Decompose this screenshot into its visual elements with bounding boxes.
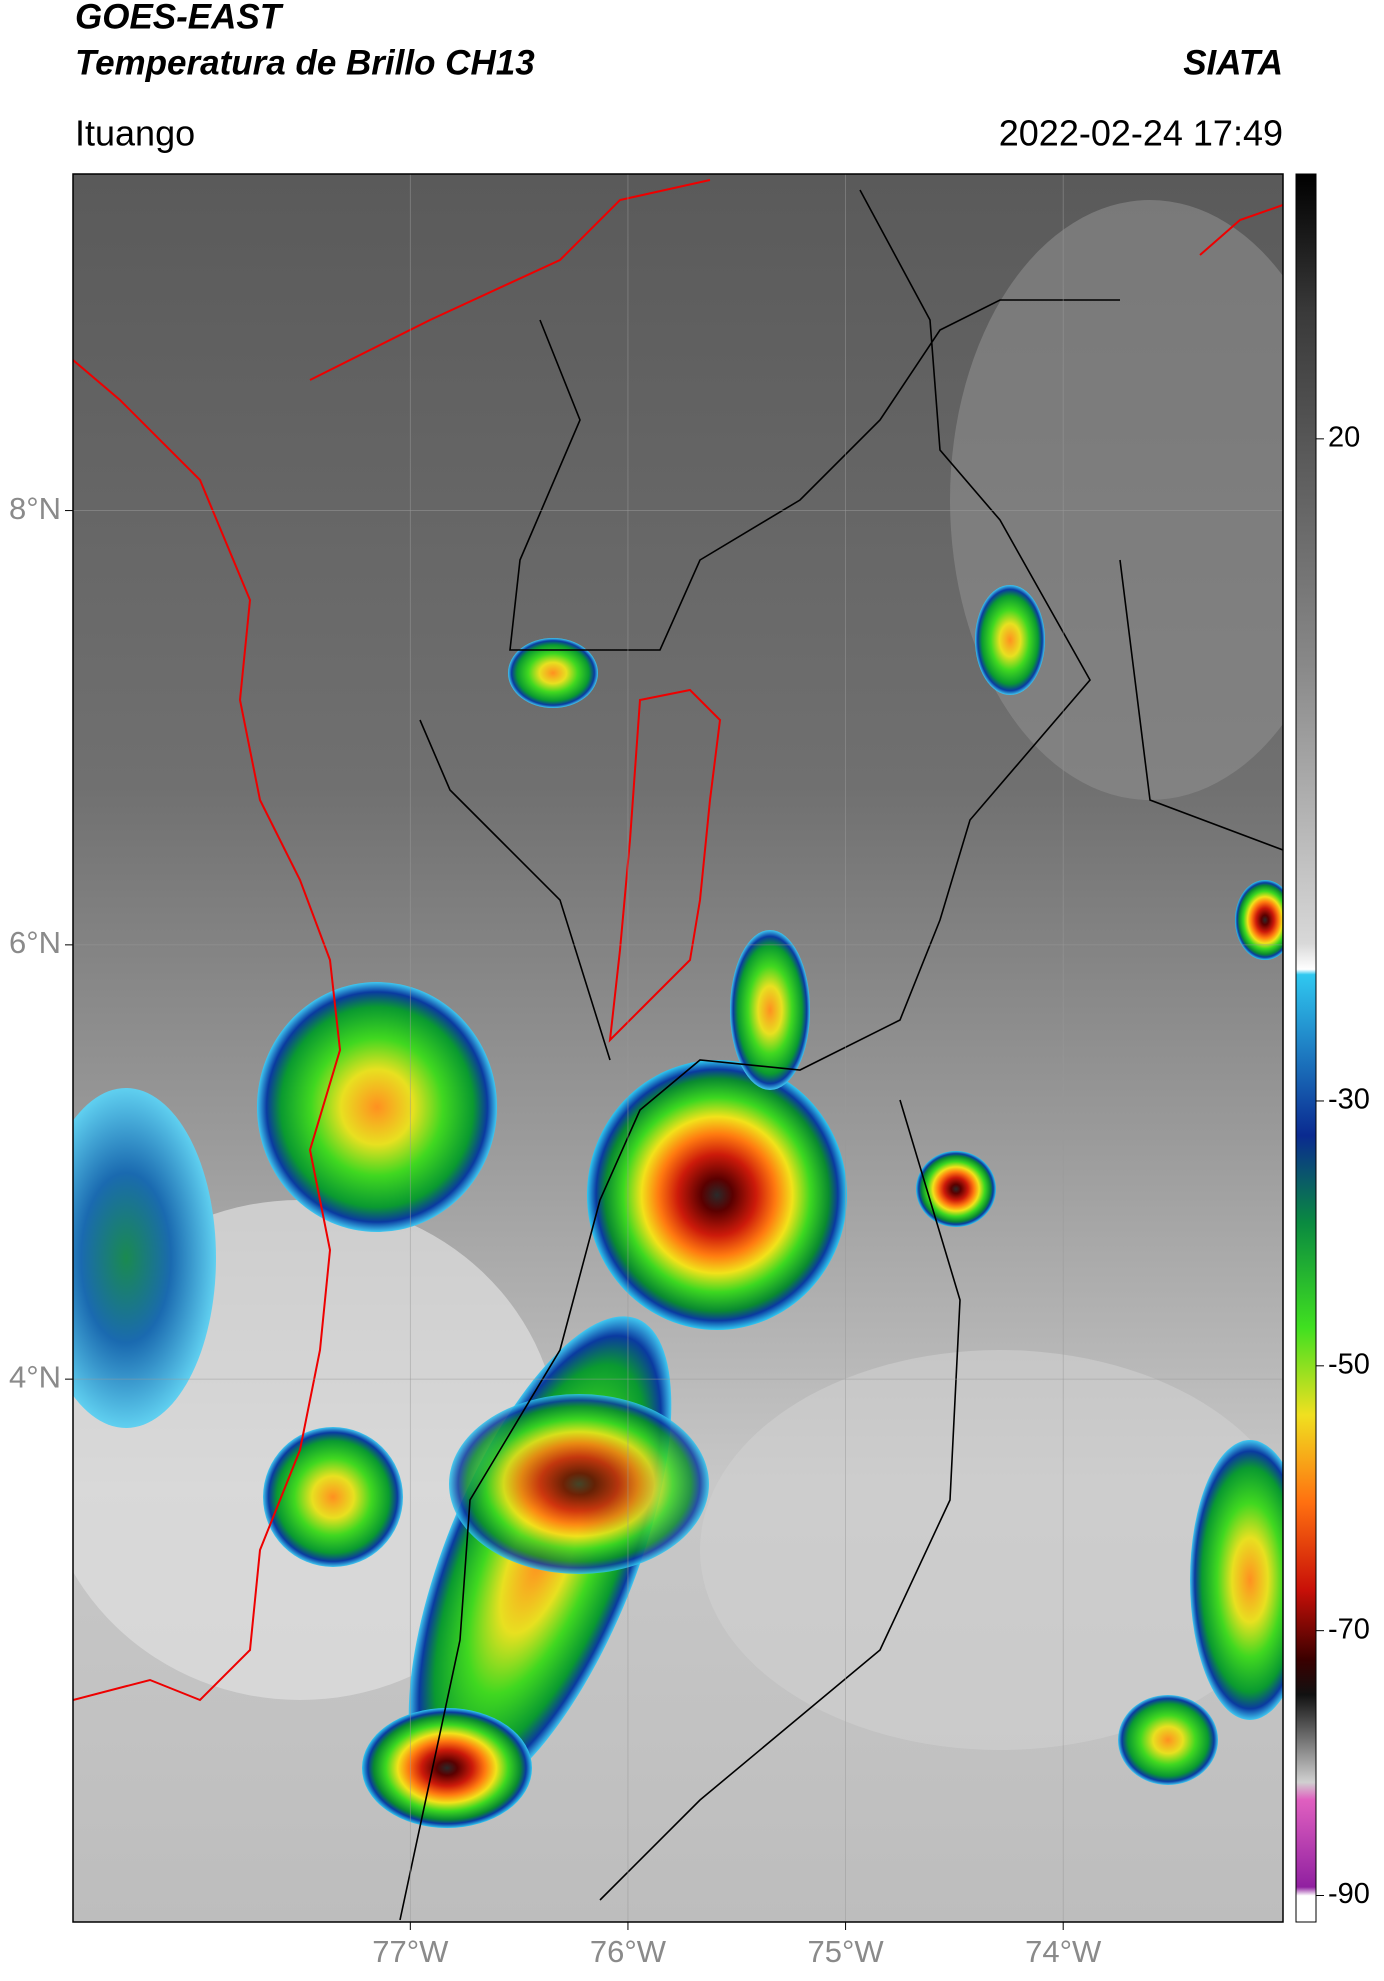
storm-cell bbox=[362, 1708, 532, 1828]
y-tick-label: 4°N bbox=[9, 1359, 61, 1394]
colorbar-tick-label: -50 bbox=[1328, 1348, 1370, 1380]
x-tick-label: 76°W bbox=[590, 1934, 667, 1969]
storm-cell bbox=[1235, 880, 1283, 960]
coastline bbox=[73, 359, 342, 1702]
colorbar-tick-label: -30 bbox=[1328, 1084, 1370, 1116]
storm-cell bbox=[975, 585, 1045, 695]
map-frame bbox=[72, 173, 1284, 1923]
location: Ituango bbox=[75, 113, 195, 154]
grid bbox=[73, 174, 1283, 1922]
title: GOES-EAST bbox=[75, 0, 284, 36]
storm-cell bbox=[1118, 1695, 1218, 1785]
cloud bbox=[950, 200, 1283, 800]
y-tick-label: 6°N bbox=[9, 925, 61, 960]
colorbar bbox=[1295, 173, 1317, 1923]
storm-cell bbox=[916, 1151, 996, 1227]
storm-cell bbox=[508, 638, 598, 708]
storm-cell bbox=[73, 1088, 216, 1428]
storm-cell bbox=[1190, 1440, 1283, 1720]
subtitle: Temperatura de Brillo CH13 bbox=[75, 43, 535, 82]
x-tick-label: 77°W bbox=[372, 1934, 449, 1969]
coastline bbox=[309, 179, 711, 381]
datetime: 2022-02-24 17:49 bbox=[999, 113, 1283, 154]
basin-outline bbox=[608, 688, 722, 1043]
colorbar-tick-label: -90 bbox=[1328, 1878, 1370, 1910]
storm-cell bbox=[449, 1394, 709, 1574]
storm-cell bbox=[263, 1427, 403, 1567]
admin-borders bbox=[399, 189, 1283, 1921]
imagery bbox=[73, 174, 1283, 1922]
x-tick-label: 74°W bbox=[1025, 1934, 1102, 1969]
y-tick-label: 8°N bbox=[9, 491, 61, 526]
border bbox=[1199, 204, 1283, 256]
storm-cell bbox=[587, 1060, 847, 1330]
brand: SIATA bbox=[1183, 43, 1283, 82]
storm-cell bbox=[730, 930, 810, 1090]
colorbar-tick-label: -70 bbox=[1328, 1613, 1370, 1645]
x-tick-label: 75°W bbox=[808, 1934, 885, 1969]
colorbar-tick-label: 20 bbox=[1328, 422, 1360, 454]
storm-cell bbox=[257, 982, 497, 1232]
